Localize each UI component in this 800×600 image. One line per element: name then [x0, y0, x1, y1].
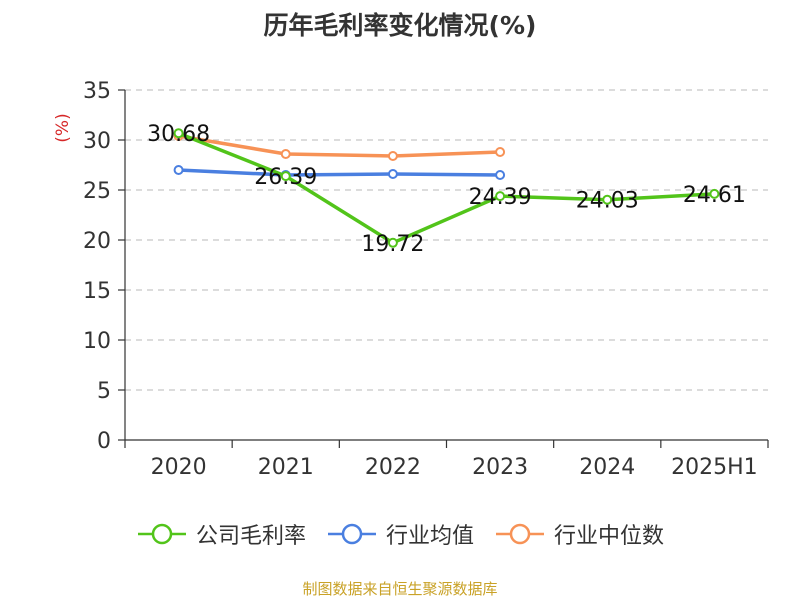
data-point — [709, 188, 720, 199]
x-tick-label: 2024 — [579, 455, 635, 480]
legend-swatch-marker — [341, 523, 363, 545]
source-note: 制图数据来自恒生聚源数据库 — [302, 580, 498, 598]
series-line-1 — [178, 168, 501, 177]
y-axis-label: (%) — [53, 113, 73, 142]
legend-label: 行业均值 — [385, 524, 474, 549]
y-tick-label: 0 — [97, 429, 111, 454]
data-point — [387, 169, 398, 179]
data-point — [387, 237, 398, 248]
data-point — [173, 165, 184, 175]
y-tick-label: 15 — [83, 279, 111, 304]
legend-label: 行业中位数 — [554, 524, 665, 549]
data-point — [495, 191, 506, 202]
data-label: 24.03 — [576, 189, 639, 214]
legend-item[interactable]: 行业均值 — [326, 518, 474, 550]
y-tick-label: 5 — [97, 379, 111, 404]
data-label: 24.39 — [469, 185, 532, 210]
data-point — [280, 149, 291, 159]
y-tick-label: 35 — [83, 79, 111, 104]
data-point — [173, 128, 184, 139]
data-point — [495, 147, 506, 157]
chart-title: 历年毛利率变化情况(%) — [263, 11, 537, 40]
x-tick-label: 2021 — [258, 455, 314, 480]
data-point — [280, 171, 291, 182]
legend-swatch-marker — [151, 523, 173, 545]
series-line-2 — [178, 134, 501, 158]
x-tick-label: 2025H1 — [671, 455, 758, 480]
y-tick-label: 10 — [83, 329, 111, 354]
y-tick-label: 20 — [83, 229, 111, 254]
data-label: 26.39 — [254, 165, 317, 190]
legend-swatch-icon — [496, 523, 544, 545]
legend-label: 公司毛利率 — [195, 524, 306, 549]
legend-swatch-icon — [327, 523, 376, 545]
legend-swatch-icon — [137, 523, 186, 545]
legend-swatch-marker — [509, 523, 531, 545]
data-label: 19.72 — [361, 232, 424, 257]
legend-item[interactable]: 公司毛利率 — [136, 518, 306, 550]
data-point — [387, 151, 398, 161]
legend: 公司毛利率 行业均值 行业中位数 — [0, 518, 800, 550]
x-tick-label: 2023 — [472, 455, 528, 480]
y-tick-label: 25 — [83, 179, 111, 204]
data-point — [495, 170, 506, 180]
data-label: 30.68 — [147, 122, 210, 147]
x-tick-label: 2020 — [151, 455, 207, 480]
legend-item[interactable]: 行业中位数 — [494, 518, 664, 550]
series-line-0 — [177, 131, 715, 245]
data-label: 24.61 — [683, 183, 746, 208]
x-tick-label: 2022 — [365, 455, 421, 480]
y-tick-label: 30 — [83, 129, 111, 154]
data-point — [602, 194, 613, 205]
